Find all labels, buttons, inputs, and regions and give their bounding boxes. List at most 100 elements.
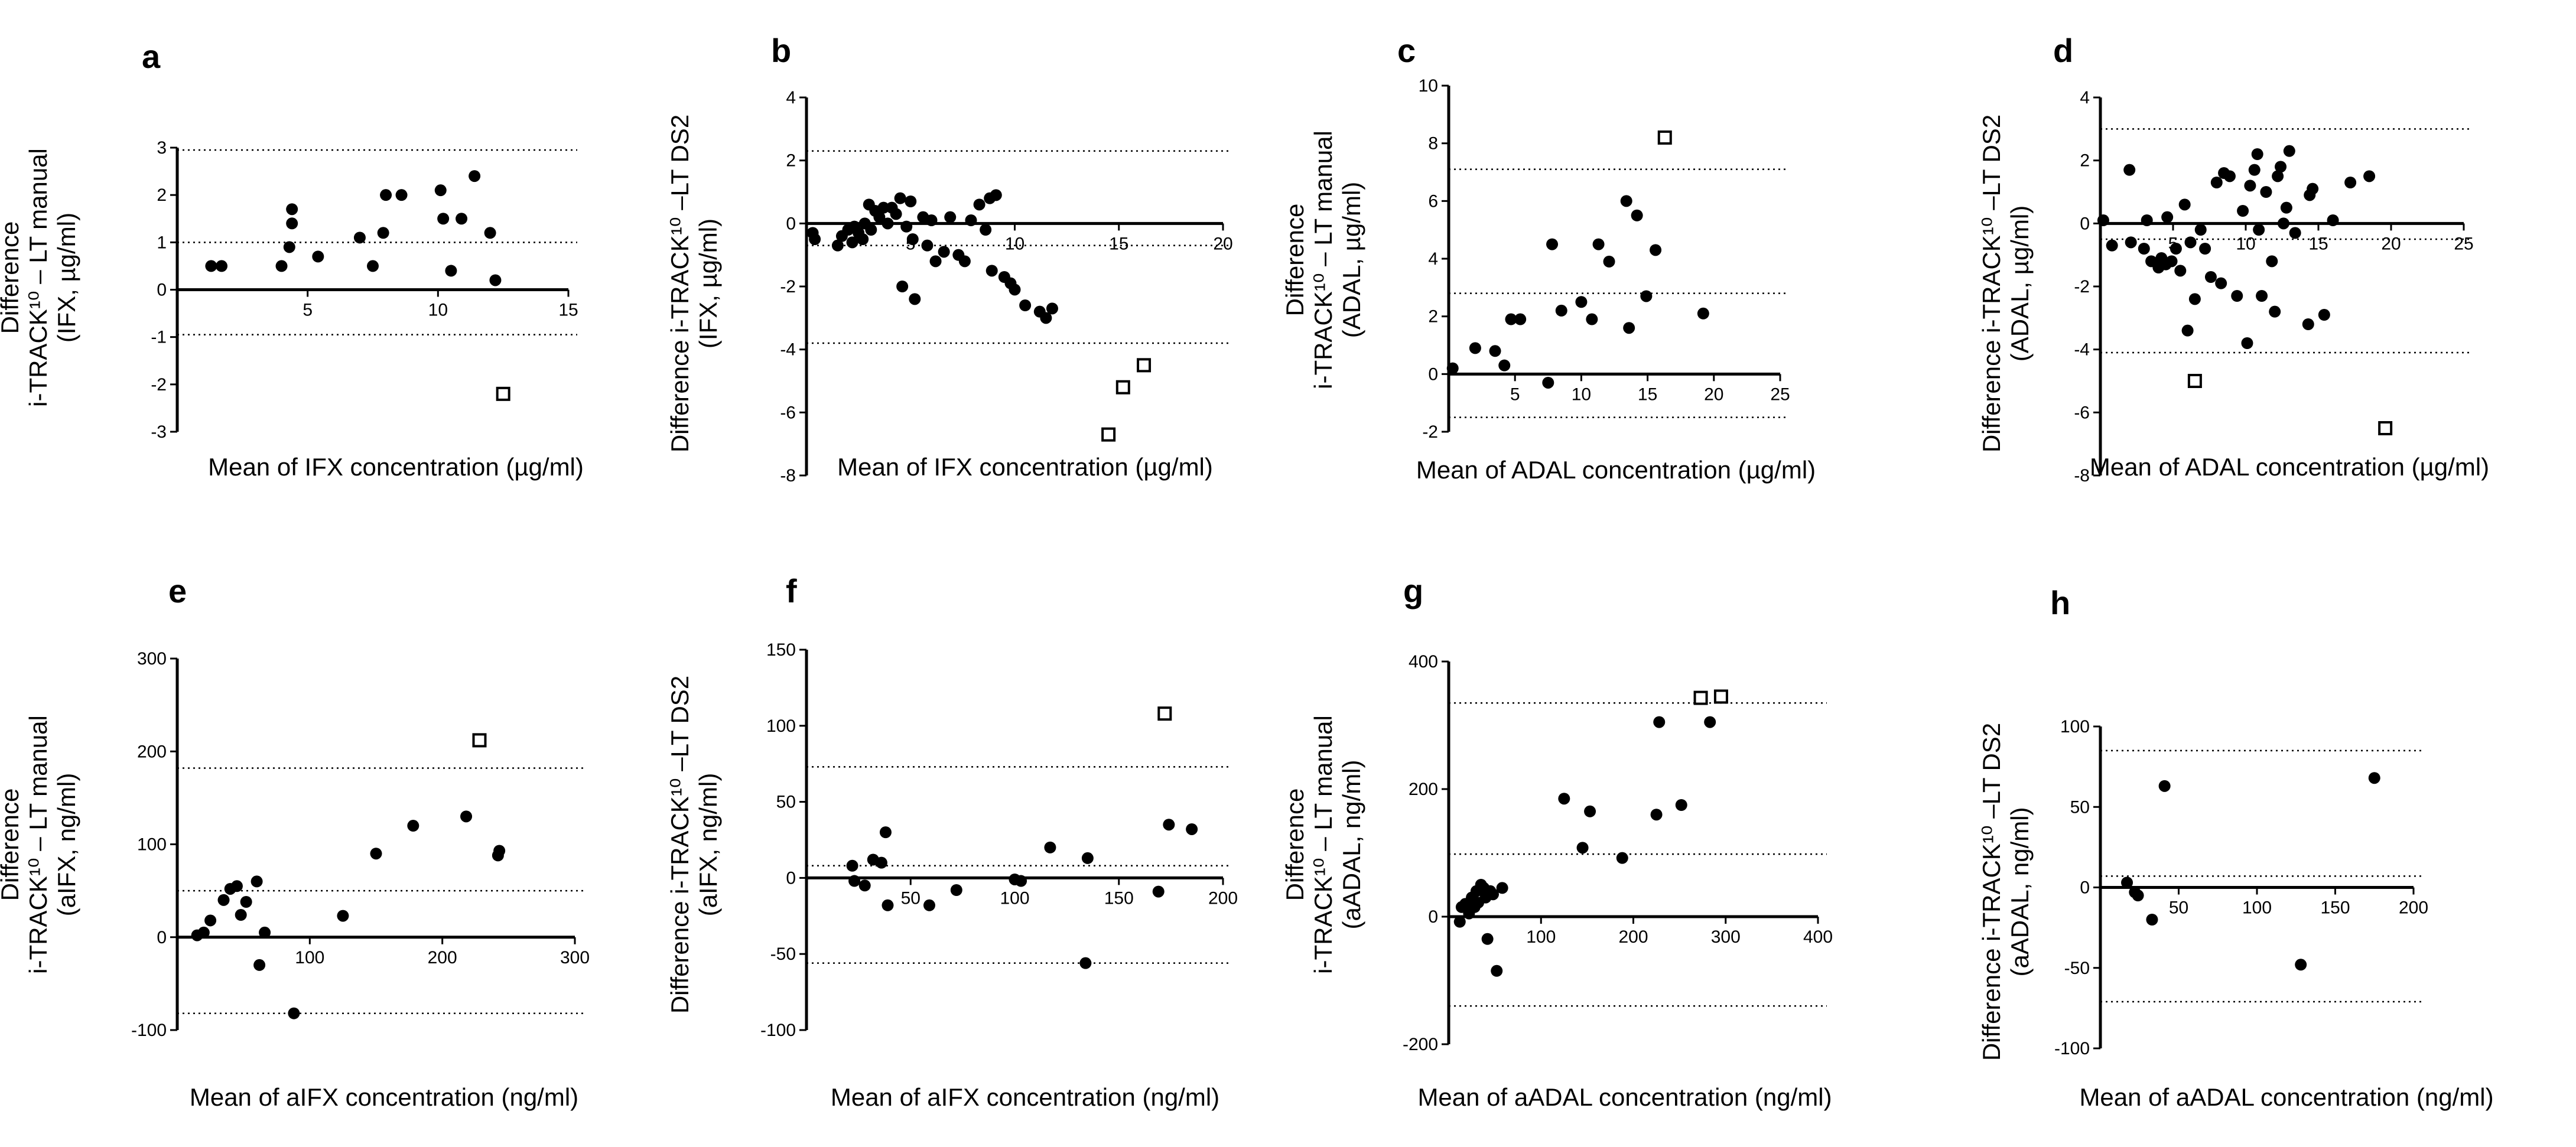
data-point: [846, 236, 858, 249]
y-tick-label: -3: [151, 422, 167, 442]
x-tick-label: 100: [1000, 888, 1029, 908]
data-point: [460, 810, 473, 823]
data-point: [1586, 313, 1598, 325]
data-point: [1576, 842, 1589, 854]
data-point: [2368, 772, 2380, 784]
data-point: [909, 293, 921, 305]
data-point: [1469, 342, 1481, 354]
data-point: [2248, 164, 2260, 176]
data-point: [973, 198, 985, 211]
y-tick-label: 100: [137, 835, 167, 855]
y-axis-label: Difference i-TRACK¹⁰ –LT DS2(aADAL, ng/m…: [1977, 723, 2034, 1061]
y-axis-label-line: Difference: [0, 221, 24, 334]
data-point: [1040, 312, 1052, 324]
y-axis-label: Differencei-TRACK¹⁰ – LT manual(ADAL, µg…: [1281, 131, 1365, 389]
y-tick-label: -2: [151, 375, 167, 395]
data-point: [1489, 345, 1501, 357]
data-point: [809, 233, 821, 245]
y-tick-label: 50: [776, 793, 796, 812]
outlier-point: [1101, 427, 1116, 442]
x-tick-label: 10: [1572, 384, 1591, 404]
data-point: [1631, 209, 1643, 221]
outlier-point: [2378, 421, 2393, 435]
data-point: [253, 959, 266, 971]
data-point: [2138, 243, 2150, 255]
x-tick-label: 5: [1510, 384, 1520, 404]
data-point: [1081, 852, 1094, 864]
data-point: [1015, 875, 1027, 887]
data-point: [877, 201, 890, 214]
data-point: [1558, 793, 1570, 805]
x-tick-label: 150: [1104, 888, 1134, 908]
data-point: [2283, 145, 2295, 157]
y-tick-label: 200: [1409, 780, 1438, 799]
data-point: [2194, 224, 2207, 236]
outlier-point: [1693, 690, 1708, 705]
x-tick-label: 200: [1618, 927, 1648, 947]
y-axis-label-line: (ADAL, µg/ml): [1338, 182, 1365, 338]
data-point: [2289, 227, 2301, 239]
data-point: [1505, 313, 1517, 325]
y-axis-label-line: Difference i-TRACK¹⁰ –LT DS2: [666, 676, 694, 1014]
outlier-point: [1713, 689, 1728, 704]
y-tick-label: 10: [1419, 76, 1438, 96]
data-point: [230, 880, 243, 892]
x-tick-label: 20: [1704, 384, 1723, 404]
data-point: [921, 239, 934, 252]
y-axis-label: Differencei-TRACK¹⁰ – LT manual(aADAL, n…: [1281, 715, 1365, 974]
outlier-point: [1137, 358, 1152, 373]
x-tick-label: 25: [1770, 384, 1790, 404]
data-point: [2253, 224, 2265, 236]
data-point: [875, 856, 887, 869]
data-point: [1491, 964, 1503, 977]
y-tick-label: 3: [157, 138, 167, 158]
x-tick-label: 200: [2399, 898, 2428, 918]
data-point: [2106, 239, 2118, 252]
x-tick-label: 15: [1638, 384, 1657, 404]
y-tick-label: 0: [2080, 878, 2090, 898]
data-point: [923, 899, 935, 911]
data-point: [894, 192, 906, 204]
x-axis-label: Mean of aADAL concentration (ng/ml): [2079, 1083, 2493, 1111]
data-point: [286, 217, 298, 230]
panel-letter: g: [1403, 572, 1423, 610]
data-point: [2244, 180, 2256, 192]
y-tick-label: -8: [2074, 466, 2090, 485]
data-point: [407, 820, 419, 832]
y-tick-label: 0: [157, 928, 167, 947]
y-axis-label-line: (IFX, µg/ml): [694, 219, 722, 348]
data-point: [1044, 841, 1056, 853]
panel-h: h -100 -50 0 50 100 50 100 150 200 Mean of aADAL c…: [1977, 584, 2494, 1111]
x-tick-label: 50: [2169, 898, 2188, 918]
data-point: [846, 859, 858, 872]
data-point: [1514, 313, 1527, 325]
data-point: [1498, 359, 1511, 372]
data-point: [1697, 307, 1709, 320]
data-point: [900, 220, 913, 233]
data-point: [288, 1007, 300, 1019]
data-point: [2256, 290, 2268, 302]
y-tick-label: 2: [1428, 307, 1438, 327]
outlier-point: [1115, 380, 1130, 395]
data-point: [1675, 799, 1687, 811]
data-point: [216, 260, 228, 272]
data-point: [2132, 889, 2144, 902]
y-tick-label: 1: [157, 233, 167, 252]
data-point: [370, 848, 382, 860]
data-point: [858, 879, 871, 892]
data-point: [1650, 809, 1663, 821]
y-axis-label-line: Difference: [1281, 788, 1309, 901]
data-point: [235, 909, 247, 921]
data-point: [283, 241, 295, 253]
x-tick-label: 25: [2454, 234, 2473, 253]
data-point: [2307, 183, 2319, 195]
data-point: [484, 227, 496, 239]
data-point: [493, 845, 506, 857]
panel-letter: e: [168, 572, 187, 610]
x-axis-label: Mean of IFX concentration (µg/ml): [837, 453, 1213, 481]
y-tick-label: -4: [2074, 340, 2090, 360]
data-point: [2327, 214, 2339, 226]
data-point: [865, 224, 877, 236]
data-point: [2269, 305, 2281, 318]
panel-e: e -100 0 100 200 300 100 200 300 Mean of aIFX con…: [0, 572, 590, 1111]
